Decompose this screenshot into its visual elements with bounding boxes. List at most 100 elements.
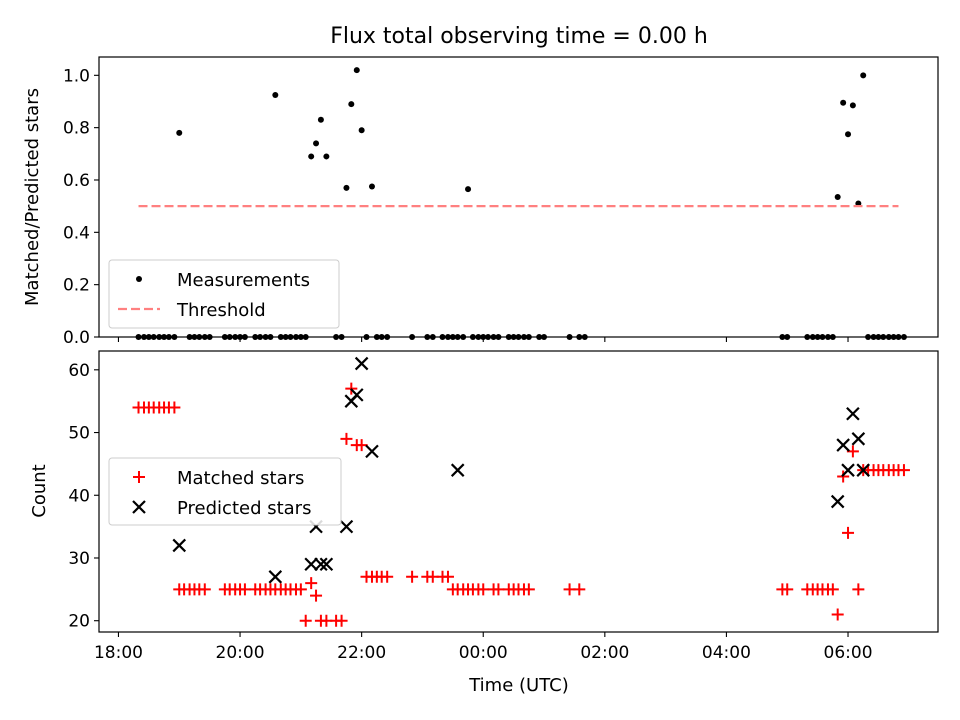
- predicted-stars-point: [314, 557, 328, 572]
- measurement-point: [439, 334, 446, 340]
- measurement-point: [282, 334, 289, 340]
- measurement-point: [520, 334, 527, 340]
- measurement-point: [865, 334, 872, 340]
- predicted-stars-point: [450, 463, 465, 477]
- measurement-point: [541, 334, 548, 340]
- y-tick-label-bottom: 20: [68, 612, 90, 632]
- panel-bottom: Count Time (UTC) 20 30 40 50 60 18:00 20:00 22:…: [29, 350, 939, 696]
- measurement-point: [161, 334, 168, 340]
- measurement-point: [277, 334, 284, 340]
- measurement-point: [156, 334, 163, 340]
- measurement-point: [145, 334, 152, 340]
- matched-stars-point: [310, 589, 323, 602]
- legend-bottom: [108, 457, 342, 526]
- matched-stars-point: [299, 614, 312, 627]
- measurement-point: [779, 334, 786, 340]
- measurement-point: [475, 334, 482, 340]
- measurement-point: [784, 334, 791, 340]
- y-tick-label-top: 0.6: [63, 171, 90, 191]
- measurement-point: [140, 334, 147, 340]
- x-tick-label: 02:00: [580, 643, 629, 663]
- measurement-point: [525, 334, 532, 340]
- y-tick-label-top: 0.0: [63, 328, 90, 348]
- measurement-point: [226, 334, 233, 340]
- matched-stars-point: [238, 583, 251, 596]
- measurement-point: [206, 334, 213, 340]
- legend-label-top: Measurements: [177, 270, 310, 291]
- matched-stars-point: [294, 583, 307, 596]
- measurement-point: [895, 334, 902, 340]
- measurement-point: [358, 127, 365, 134]
- measurement-point: [824, 334, 831, 340]
- x-tick-label: 04:00: [702, 643, 751, 663]
- matched-stars-point: [335, 614, 348, 627]
- measurement-point: [840, 99, 847, 106]
- measurement-point: [449, 334, 456, 340]
- matched-stars-point: [168, 401, 181, 414]
- measurement-point: [875, 334, 882, 340]
- matched-stars-point: [522, 583, 535, 596]
- measurement-point: [241, 334, 248, 340]
- measurement-point: [890, 334, 897, 340]
- measurement-point: [424, 334, 431, 340]
- x-tick-label: 00:00: [459, 643, 508, 663]
- measurement-point: [566, 334, 573, 340]
- measurement-point: [465, 186, 472, 193]
- measurement-point: [505, 334, 512, 340]
- measurement-point: [409, 334, 416, 340]
- measurement-point: [834, 194, 841, 200]
- legend-top: [108, 259, 340, 329]
- measurement-point: [191, 334, 198, 340]
- measurement-point: [855, 200, 862, 207]
- measurement-point: [495, 334, 502, 340]
- legend-label-top: Threshold: [176, 300, 266, 321]
- matched-stars-point: [842, 526, 855, 539]
- x-axis-label: Time (UTC): [468, 675, 569, 696]
- predicted-stars-point: [268, 570, 283, 584]
- measurement-point: [485, 334, 492, 340]
- legend-label-bottom: Predicted stars: [177, 498, 311, 519]
- predicted-stars-point: [846, 406, 860, 421]
- measurement-point: [378, 334, 385, 340]
- measurement-point: [313, 140, 320, 147]
- matched-stars-point: [492, 583, 505, 596]
- predicted-stars-point: [304, 557, 318, 572]
- measurement-point: [510, 334, 517, 340]
- measurement-point: [444, 334, 451, 340]
- matched-stars-point: [406, 570, 419, 583]
- predicted-stars-point: [856, 463, 870, 477]
- measurement-point: [176, 129, 183, 136]
- measurement-point: [171, 334, 178, 340]
- measurement-point: [232, 334, 239, 340]
- predicted-stars-point: [836, 438, 850, 452]
- measurement-point: [343, 184, 350, 191]
- measurement-point: [262, 334, 269, 340]
- measurement-point: [900, 334, 907, 340]
- matched-stars-point: [381, 570, 394, 583]
- y-axis-label-bottom: Count: [29, 464, 50, 517]
- predicted-stars-point: [350, 388, 364, 402]
- measurement-point: [308, 153, 315, 160]
- measurement-point: [297, 334, 304, 340]
- x-tick-label: 18:00: [94, 643, 143, 663]
- legend-label-bottom: Matched stars: [177, 468, 304, 489]
- y-tick-label-bottom: 30: [68, 549, 90, 569]
- measurement-point: [373, 334, 380, 340]
- measurement-point: [454, 334, 461, 340]
- predicted-stars-point: [365, 444, 379, 459]
- matched-stars-point: [897, 464, 910, 477]
- measurement-point: [333, 334, 340, 340]
- x-tick-label: 06:00: [824, 643, 873, 663]
- measurement-point: [353, 67, 360, 74]
- predicted-stars-point: [172, 538, 187, 553]
- measurement-point: [196, 334, 203, 340]
- measurement-point: [292, 334, 299, 340]
- legend-marker-measurements: [136, 276, 142, 282]
- matched-stars-point: [340, 432, 353, 445]
- measurement-point: [338, 334, 345, 340]
- measurement-point: [880, 334, 887, 340]
- measurement-point: [384, 334, 391, 340]
- y-tick-label-top: 1.0: [63, 66, 90, 86]
